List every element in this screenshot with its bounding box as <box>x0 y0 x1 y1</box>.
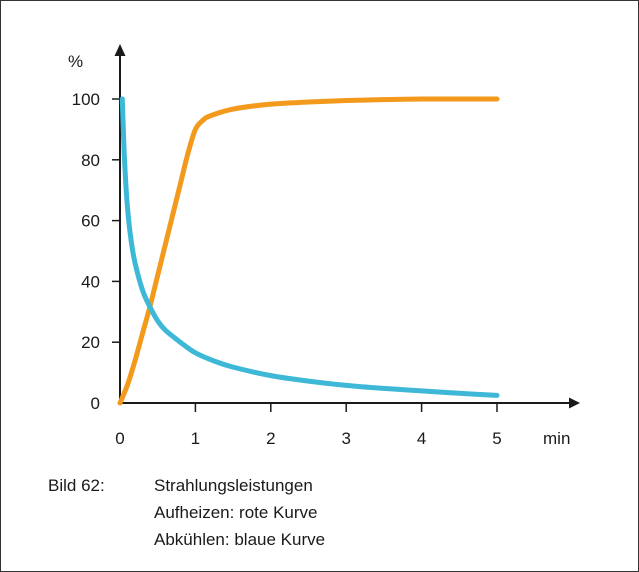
caption-heating-note: Aufheizen: rote Kurve <box>154 503 318 522</box>
caption-label: Bild 62: <box>48 476 105 495</box>
y-axis-label: % <box>68 52 83 71</box>
y-axis-arrow <box>114 44 126 56</box>
y-ticks: 0 20 40 60 80 100 <box>72 90 120 413</box>
caption-title: Strahlungsleistungen <box>154 476 313 495</box>
x-tick-label: 3 <box>341 429 350 448</box>
x-tick-label: 4 <box>417 429 426 448</box>
caption-cooling-note: Abkühlen: blaue Kurve <box>154 530 326 549</box>
heating-curve <box>117 96 500 406</box>
caption-row-2: Aufheizen: rote Kurve <box>48 499 325 526</box>
x-axis-arrow <box>569 397 580 409</box>
series-layer <box>117 96 500 406</box>
y-tick-label: 80 <box>81 151 100 170</box>
caption-row-3: Abkühlen: blaue Kurve <box>48 526 325 553</box>
figure-caption: Bild 62: Strahlungsleistungen Aufheizen:… <box>48 472 325 553</box>
x-ticks: 0 1 2 3 4 5 <box>115 403 502 448</box>
y-tick-label: 60 <box>81 212 100 231</box>
cooling-curve <box>119 96 500 398</box>
caption-row-1: Bild 62: Strahlungsleistungen <box>48 472 325 499</box>
y-tick-label: 40 <box>81 272 100 291</box>
x-tick-label: 2 <box>266 429 275 448</box>
y-tick-label: 20 <box>81 333 100 352</box>
y-tick-label: 0 <box>91 394 100 413</box>
x-axis-label: min <box>543 429 570 448</box>
y-tick-label: 100 <box>72 90 100 109</box>
x-tick-label: 5 <box>492 429 501 448</box>
axes <box>114 44 580 409</box>
x-tick-label: 0 <box>115 429 124 448</box>
x-tick-label: 1 <box>191 429 200 448</box>
